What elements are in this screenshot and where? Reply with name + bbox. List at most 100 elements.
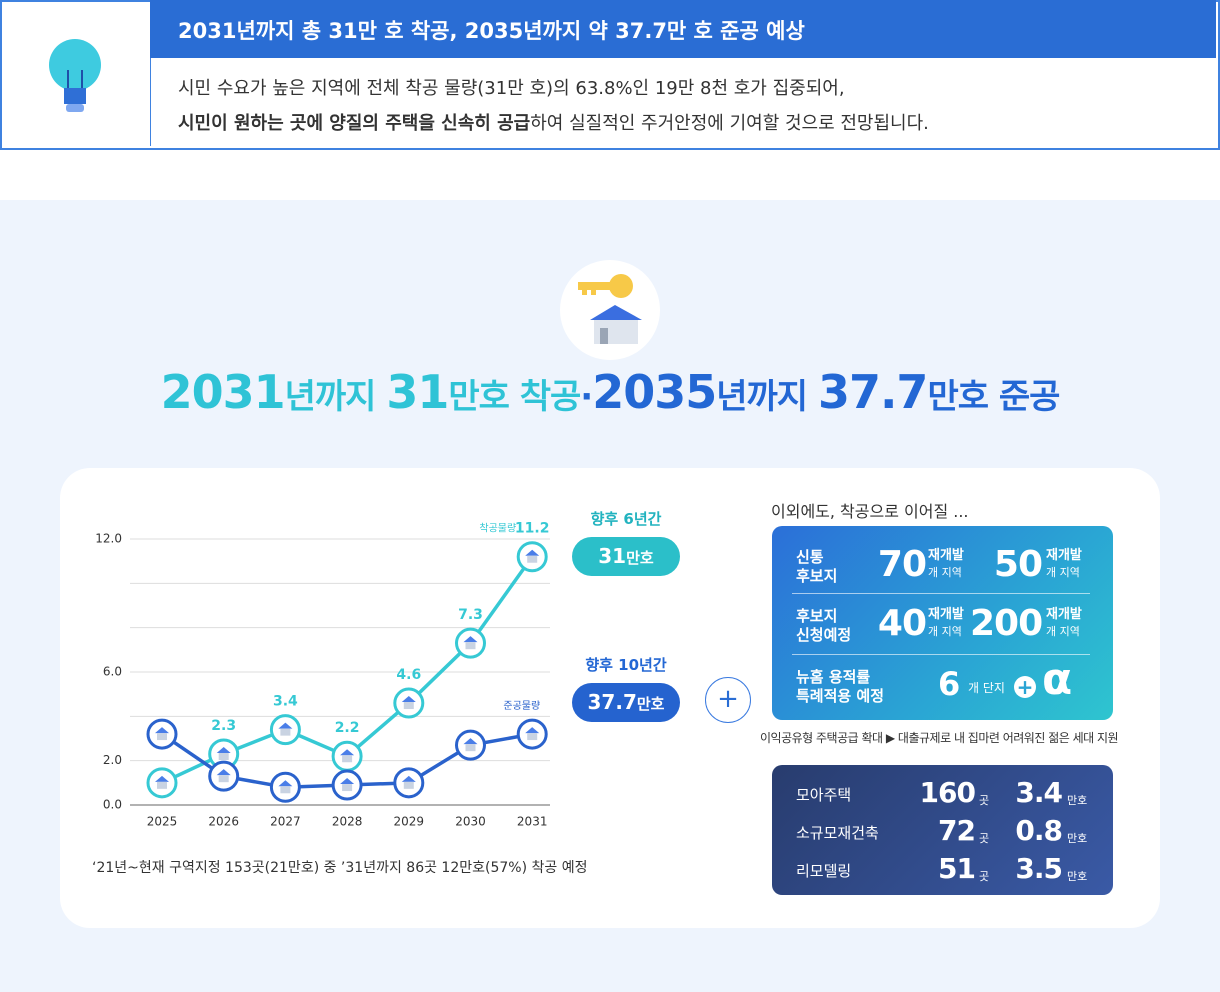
y-tick-label: 2.0 bbox=[103, 753, 122, 767]
headline-part: 37.7 bbox=[817, 365, 928, 419]
data-label: 4.6 bbox=[396, 667, 421, 683]
row-number: 70 bbox=[877, 544, 927, 585]
cell-name: 모아주택 bbox=[796, 786, 852, 804]
row-label: 특례적용 예정 bbox=[796, 687, 885, 705]
house-icon bbox=[218, 775, 229, 783]
cell-name: 소규모재건축 bbox=[796, 824, 879, 842]
house-icon bbox=[342, 755, 353, 763]
cell-unit: 곳 bbox=[979, 794, 990, 807]
plus-mark: + bbox=[1014, 676, 1036, 698]
headline-part: 년까지 bbox=[716, 377, 818, 417]
house-icon bbox=[403, 781, 414, 789]
cell-amount: 3.4 bbox=[1015, 776, 1063, 809]
badge-period: 향후 6년간 bbox=[590, 510, 662, 528]
row-unit: 개 단지 bbox=[968, 681, 1005, 695]
bulb-icon bbox=[49, 39, 101, 112]
row-label: 뉴홈 용적률 bbox=[796, 668, 871, 686]
headline-part: · bbox=[580, 377, 593, 417]
cell-amount: 0.8 bbox=[1015, 814, 1063, 847]
row-unit: 개 지역 bbox=[928, 566, 962, 579]
row-unit: 개 지역 bbox=[928, 625, 962, 638]
cell-unit: 만호 bbox=[1067, 794, 1088, 807]
cell-unit: 곳 bbox=[979, 832, 990, 845]
house-icon bbox=[465, 744, 476, 752]
x-tick-label: 2026 bbox=[208, 815, 239, 829]
badge-amount: 31 bbox=[598, 544, 627, 568]
row-number: 40 bbox=[877, 603, 927, 644]
house-icon bbox=[157, 781, 167, 789]
house-icon bbox=[342, 784, 353, 792]
row-extra: α bbox=[1042, 654, 1073, 705]
row-number: 6 bbox=[938, 665, 961, 703]
row-label: 후보지 bbox=[796, 607, 838, 625]
badge-amount: 37.7 bbox=[587, 690, 637, 714]
house-icon bbox=[218, 753, 229, 761]
row-unit: 개 지역 bbox=[1046, 566, 1080, 579]
title-bar bbox=[150, 0, 1216, 58]
row-label: 신청예정 bbox=[796, 626, 852, 644]
house-icon bbox=[463, 738, 478, 745]
badge: 37.7만호 bbox=[572, 683, 680, 722]
summary-title: 2031년까지 총 31만 호 착공, 2035년까지 약 37.7만 호 준공… bbox=[178, 19, 805, 43]
y-tick-label: 0.0 bbox=[103, 798, 122, 812]
house-icon bbox=[216, 769, 231, 776]
row-unit: 개 지역 bbox=[1046, 625, 1080, 638]
headline-part: 2035 bbox=[592, 365, 717, 419]
house-icon bbox=[340, 778, 355, 785]
row-kind: 재개발 bbox=[1046, 607, 1082, 622]
house-icon bbox=[155, 727, 169, 734]
cell-name: 리모델링 bbox=[796, 862, 852, 880]
y-tick-label: 12.0 bbox=[95, 532, 122, 546]
x-tick-label: 2027 bbox=[270, 815, 301, 829]
data-label: 7.3 bbox=[458, 607, 483, 623]
pipeline-note: 이익공유형 주택공급 확대 ▶ 대출규제로 내 집마련 어려워진 젊은 세대 지… bbox=[760, 731, 1119, 745]
house-icon bbox=[278, 780, 293, 787]
house-icon bbox=[525, 727, 540, 734]
headline-part: 2031 bbox=[160, 365, 286, 419]
row-label: 후보지 bbox=[796, 567, 838, 585]
cell-unit: 곳 bbox=[979, 870, 990, 883]
headline-part: 만호 착공 bbox=[448, 377, 581, 417]
summary-line: 시민 수요가 높은 지역에 전체 착공 물량(31만 호)의 63.8%인 19… bbox=[178, 78, 845, 99]
house-icon bbox=[157, 733, 167, 741]
x-tick-label: 2029 bbox=[394, 815, 425, 829]
row-label: 신통 bbox=[796, 548, 824, 566]
y-tick-label: 6.0 bbox=[103, 665, 122, 679]
x-tick-label: 2028 bbox=[332, 815, 363, 829]
house-icon bbox=[527, 555, 538, 563]
row-kind: 재개발 bbox=[928, 548, 964, 563]
row-kind: 재개발 bbox=[928, 607, 964, 622]
text: 하여 실질적인 주거안정에 기여할 것으로 전망됩니다. bbox=[530, 113, 929, 134]
pipeline-box: 신통 후보지 70 재개발 개 지역 50 재개발 개 지역 후보지 신청예정 40 재개발 개 지역 2… bbox=[772, 526, 1113, 720]
house-icon bbox=[340, 749, 355, 756]
house-icon bbox=[278, 722, 293, 729]
house-icon bbox=[403, 702, 414, 710]
data-label: 2.2 bbox=[335, 720, 360, 736]
plus-icon: + bbox=[705, 677, 751, 723]
x-tick-label: 2030 bbox=[455, 815, 486, 829]
house-icon bbox=[155, 775, 169, 782]
table-box: 모아주택 160 곳 3.4 만호 소규모재건축 72 곳 0.8 만호 리모델링 51 곳 3.5 만호 bbox=[772, 765, 1113, 895]
data-label: 3.4 bbox=[273, 694, 298, 710]
pipeline-intro: 이외에도, 착공으로 이어질 ... bbox=[771, 502, 969, 521]
key-icon bbox=[560, 260, 660, 360]
x-tick-label: 2025 bbox=[147, 815, 178, 829]
series-name: 준공물량 bbox=[503, 700, 540, 712]
icon-cell bbox=[0, 0, 151, 146]
key-house bbox=[578, 274, 642, 344]
row-number: 50 bbox=[993, 544, 1043, 585]
cell-count: 51 bbox=[938, 852, 976, 885]
divider bbox=[792, 593, 1090, 594]
badge-period: 향후 10년간 bbox=[585, 656, 667, 674]
house-icon bbox=[527, 733, 538, 741]
headline-part: 31 bbox=[386, 365, 449, 419]
house-icon bbox=[463, 636, 478, 643]
cell-count: 72 bbox=[938, 814, 976, 847]
data-label: 11.2 bbox=[515, 521, 550, 537]
headline-part: 만호 준공 bbox=[927, 377, 1060, 417]
emphasis: 시민이 원하는 곳에 양질의 주택을 신속히 공급 bbox=[178, 113, 531, 134]
row-kind: 재개발 bbox=[1046, 548, 1082, 563]
house-icon bbox=[401, 696, 416, 703]
badge: 31만호 bbox=[572, 537, 680, 576]
